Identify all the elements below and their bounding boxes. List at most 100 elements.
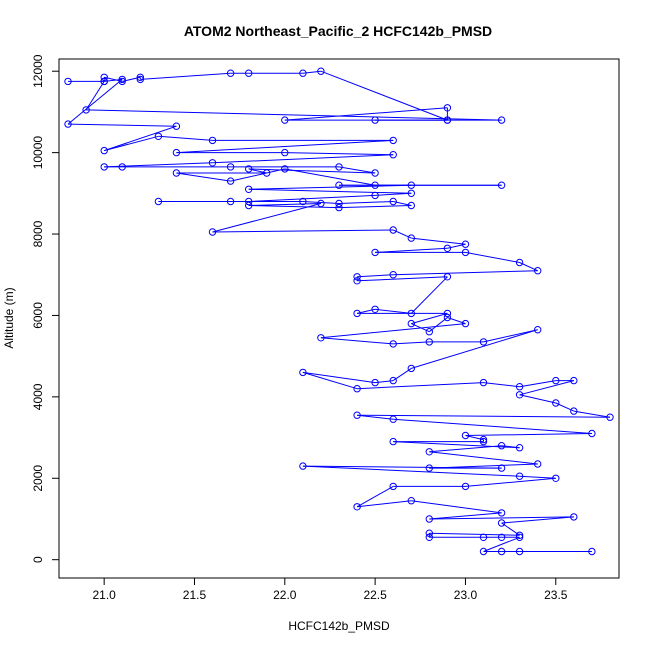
data-point [515,533,524,541]
series-line-segment [67,123,177,127]
series-line-segment [429,532,520,536]
y-tick-label: 6000 [31,302,45,329]
y-axis: 0 2000 4000 6000 8000 10000 12000 [31,54,60,563]
data-point [118,163,126,171]
data-point [136,75,145,84]
data-point [371,169,379,177]
series-line-segment [248,184,412,190]
y-axis-label: Altitude (m) [2,287,16,348]
series-line-segment [212,229,394,233]
data-point [335,203,343,212]
series-line-segment [411,237,466,245]
data-point [281,148,289,157]
data-point [371,305,379,313]
x-tick-label: 23.0 [454,588,478,602]
series-line-segment [302,201,340,204]
series-line-segment [140,72,231,80]
series-line-segment [483,329,538,343]
data-point [118,75,126,84]
data-point [371,248,379,257]
data-point [479,547,488,556]
series-line-segment [86,109,502,121]
data-point [245,165,253,173]
data-point [570,407,578,415]
data-point [317,334,325,342]
data-point [335,181,343,189]
data-point [299,197,307,206]
data-point [461,319,470,328]
series-line-segment [357,414,394,420]
data-point [353,411,361,419]
series-line-segment [429,451,538,465]
series-layer [64,67,614,556]
series-line-segment [393,418,592,434]
series-line-segment [501,516,574,524]
series-line-segment [357,276,448,282]
series-line-segment [248,168,376,174]
data-point [497,442,506,450]
series-line-segment [338,201,394,204]
series-line-segment [357,382,484,390]
series-line-segment [284,152,394,156]
series-line-segment [176,172,231,182]
series-line-segment [411,329,538,369]
data-point [497,509,506,517]
data-point [407,234,415,242]
data-point [245,69,253,77]
x-axis-label: HCFC142b_PMSD [288,619,390,633]
series-line-segment [411,500,502,514]
data-point [100,77,108,86]
data-point [515,472,524,480]
series-line-segment [357,274,394,278]
data-point [443,116,452,124]
series-line-segment [465,433,592,436]
data-point [100,73,108,82]
data-point [461,431,470,440]
data-point [335,199,343,208]
series-line-segment [375,247,448,253]
series-line-segment [410,276,448,314]
data-point [389,151,397,159]
data-point [479,338,488,346]
series-line-segment [465,477,556,487]
series-line-segment [357,414,611,418]
data-point [425,533,433,541]
data-point [371,378,379,387]
series-line-segment [248,205,340,209]
data-point [407,497,415,505]
data-point [172,169,181,177]
series-line-segment [248,188,412,194]
data-point [461,248,470,257]
x-axis: 21.0 21.5 22.0 22.5 23.0 23.5 [92,577,568,602]
data-point [534,460,542,468]
series-line-segment [519,380,574,396]
data-point [515,531,524,539]
data-point [172,148,181,157]
series-line-segment [411,312,448,325]
series-line-segment [302,371,376,384]
data-point [443,313,452,322]
data-point [389,437,397,446]
data-point [552,474,560,482]
data-point [335,163,343,171]
data-point [226,177,235,185]
data-point [515,391,524,399]
series-line-segment [302,371,358,390]
data-point [479,437,488,446]
chart-title: ATOM2 Northeast_Pacific_2 HCFC142b_PMSD [184,23,492,39]
data-point [407,189,415,198]
data-point [208,159,217,167]
data-point [461,482,470,491]
data-point [497,547,506,556]
data-point [606,413,614,421]
series-line-segment [248,194,376,202]
data-point [570,376,578,385]
data-point [515,444,524,452]
series-line-segment [158,135,213,141]
y-tick-label: 0 [31,556,45,563]
y-tick-label: 4000 [31,383,45,410]
data-point [497,533,506,541]
series-line-segment [483,536,520,552]
data-point [226,163,235,171]
